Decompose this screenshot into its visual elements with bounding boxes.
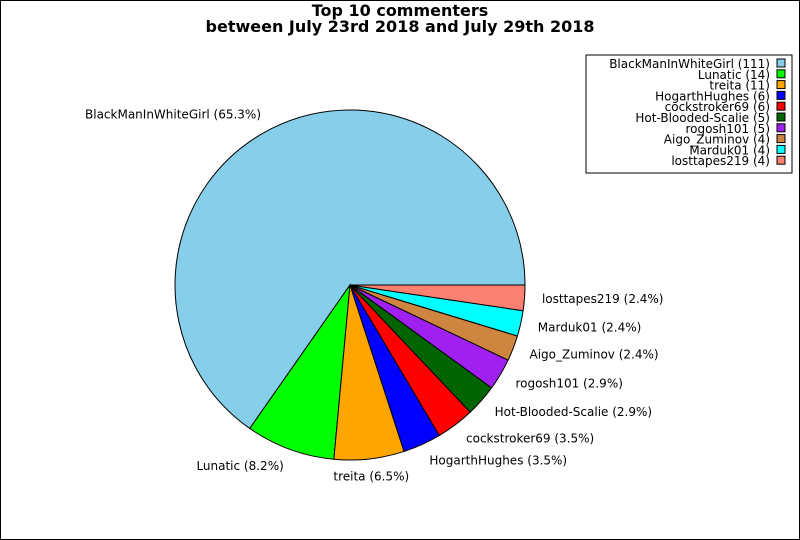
chart-title-line-1: Top 10 commenters (312, 1, 489, 20)
slice-label-cockstroker69: cockstroker69 (3.5%) (466, 432, 594, 446)
slice-labels: BlackManInWhiteGirl (65.3%) Lunatic (8.2%… (85, 107, 663, 483)
legend-label-hogarthhughes: HogarthHughes (6) (655, 89, 770, 103)
legend-swatch-aigo_zuminov (776, 134, 786, 144)
legend-label-treita: treita (11) (709, 79, 770, 93)
legend-label-cockstroker69: cockstroker69 (6) (665, 100, 770, 114)
slice-label-losttapes219: losttapes219 (2.4%) (542, 292, 664, 306)
legend-label-aigo_zuminov: Aigo_Zuminov (4) (664, 133, 770, 147)
slice-label-hot-blooded-scalie: Hot-Blooded-Scalie (2.9%) (495, 405, 652, 419)
slice-label-hogarthhughes: HogarthHughes (3.5%) (429, 453, 567, 467)
pie-slice-lunatic (249, 283, 351, 460)
slice-label-treita: treita (6.5%) (333, 469, 409, 483)
legend-swatch-hot-blooded-scalie (776, 112, 786, 122)
legend: BlackManInWhiteGirl (111)Lunatic (14)tre… (585, 54, 793, 174)
pie-slices (174, 109, 526, 461)
slice-label-marduk01: Marduk01 (2.4%) (538, 320, 642, 334)
legend-swatch-hogarthhughes (776, 90, 786, 100)
legend-swatch-blackmaninwhitegirl (776, 58, 786, 68)
pie-slice-losttapes219 (349, 284, 526, 312)
slice-label-aigo_zuminov: Aigo_Zuminov (2.4%) (530, 348, 659, 362)
pie-slice-blackmaninwhitegirl (174, 109, 526, 430)
legend-label-hot-blooded-scalie: Hot-Blooded-Scalie (5) (635, 111, 770, 125)
legend-label-rogosh101: rogosh101 (5) (685, 122, 770, 136)
legend-swatch-marduk01 (776, 144, 786, 154)
slice-label-rogosh101: rogosh101 (2.9%) (516, 376, 623, 390)
legend-label-lunatic: Lunatic (14) (698, 68, 770, 82)
legend-label-marduk01: Marduk01 (4) (689, 143, 770, 157)
legend-swatch-rogosh101 (776, 123, 786, 133)
legend-swatch-losttapes219 (776, 155, 786, 165)
legend-box (585, 54, 793, 174)
chart-title-line-2: between July 23rd 2018 and July 29th 201… (206, 17, 595, 36)
legend-swatch-treita (776, 80, 786, 90)
legend-label-losttapes219: losttapes219 (4) (671, 154, 770, 168)
legend-label-blackmaninwhitegirl: BlackManInWhiteGirl (111) (609, 57, 770, 71)
legend-swatch-lunatic (776, 69, 786, 79)
slice-label-blackmaninwhitegirl: BlackManInWhiteGirl (65.3%) (85, 107, 261, 121)
slice-label-lunatic: Lunatic (8.2%) (196, 459, 283, 473)
legend-swatch-cockstroker69 (776, 101, 786, 111)
